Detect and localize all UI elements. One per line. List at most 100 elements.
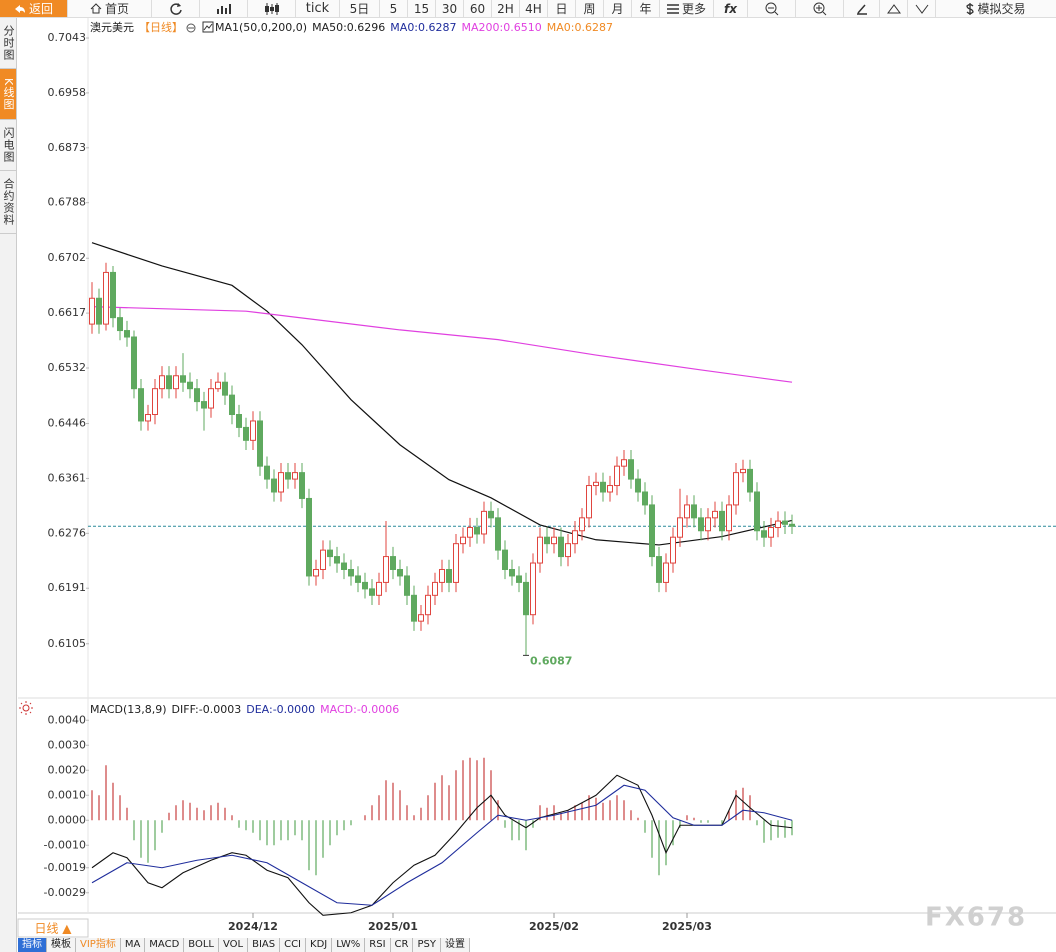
candle-body <box>481 510 487 535</box>
candle-body <box>649 504 655 558</box>
y-tick-label: 0.6873 <box>48 141 87 154</box>
candle-icon <box>264 2 279 15</box>
legend-item: 澳元美元 <box>90 21 134 34</box>
indicator-tab[interactable]: VOL <box>218 938 249 952</box>
indicator-tab[interactable]: KDJ <box>306 938 333 952</box>
indicator-tab[interactable]: PSY <box>413 938 441 952</box>
y-tick-label: -0.0029 <box>44 886 86 899</box>
candle-body <box>635 478 641 493</box>
macd-line <box>91 774 793 916</box>
period-button[interactable]: 15 <box>408 0 436 17</box>
candle-body <box>138 388 144 422</box>
period-button[interactable]: 30 <box>436 0 464 17</box>
side-tab[interactable]: 分时图 <box>0 18 16 69</box>
candle-body <box>187 381 193 390</box>
candle-body <box>439 568 445 583</box>
candle-body <box>712 510 718 519</box>
candle-body <box>600 481 606 493</box>
indicator-tab[interactable]: CR <box>390 938 414 952</box>
candle-body <box>117 317 123 332</box>
toolbar: 返回 首页 tick 5日 5 15 30 60 2H 4H 日 周 月 年 更… <box>0 0 1056 18</box>
indicator-tab[interactable]: 模板 <box>47 938 76 952</box>
period-button[interactable]: 周 <box>576 0 604 17</box>
candle-body <box>362 581 368 590</box>
y-tick-label: 0.0000 <box>48 813 87 826</box>
candle-body <box>684 504 690 519</box>
candle-body <box>740 468 746 474</box>
period-button[interactable]: 5日 <box>340 0 380 17</box>
pen-icon <box>856 4 867 15</box>
up-button[interactable] <box>880 0 908 17</box>
period-selector[interactable] <box>17 918 89 938</box>
home-button[interactable]: 首页 <box>68 0 152 17</box>
y-tick-label: 0.6361 <box>48 471 87 484</box>
ma-line <box>91 306 793 383</box>
back-button[interactable]: 返回 <box>0 0 68 17</box>
candle-body <box>222 381 228 396</box>
candle-body <box>460 536 466 545</box>
period-button[interactable]: 日 <box>548 0 576 17</box>
y-tick-label: 0.0010 <box>48 788 87 801</box>
candle-button[interactable] <box>248 0 296 17</box>
candle-body <box>390 556 396 570</box>
candle-body <box>726 504 732 532</box>
candle-body <box>397 568 403 577</box>
draw-button[interactable] <box>844 0 880 17</box>
period-button[interactable]: 4H <box>520 0 548 17</box>
down-button[interactable] <box>908 0 936 17</box>
indicator-tab[interactable]: RSI <box>365 938 391 952</box>
y-tick-label: 0.6446 <box>48 417 87 430</box>
y-tick-label: 0.6276 <box>48 526 87 539</box>
side-tab-active[interactable]: K线图 <box>0 69 16 120</box>
indicator-tab[interactable]: CCI <box>280 938 307 952</box>
candle-body <box>453 543 459 583</box>
period-button[interactable]: 2H <box>492 0 520 17</box>
candle-body <box>348 568 354 577</box>
candle-body <box>334 556 340 564</box>
candle-body <box>131 336 137 390</box>
more-button[interactable]: 更多 <box>660 0 714 17</box>
period-button[interactable]: 年 <box>632 0 660 17</box>
sidebar: 分时图 K线图 闪电图 合约资料 <box>0 18 17 952</box>
refresh-button[interactable] <box>152 0 200 17</box>
candle-body <box>558 536 564 558</box>
candle-body <box>159 375 165 390</box>
side-tab[interactable]: 合约资料 <box>0 171 16 234</box>
candle-body <box>152 388 158 416</box>
legend-item: DEA:-0.0000 <box>246 703 315 716</box>
candle-body <box>145 414 151 422</box>
period-button[interactable]: 60 <box>464 0 492 17</box>
candle-body <box>670 536 676 564</box>
candle-body <box>250 420 256 441</box>
zoom-in-icon <box>813 2 826 15</box>
candle-body <box>719 510 725 532</box>
indicator-tab[interactable]: MA <box>120 938 146 952</box>
candle-body <box>677 517 683 538</box>
x-tick-label: 2025/03 <box>662 920 712 933</box>
candle-body <box>173 375 179 390</box>
indicator-tab[interactable]: MACD <box>145 938 185 952</box>
bar-chart-button[interactable] <box>200 0 248 17</box>
legend-item: MA200:0.6510 <box>462 21 542 34</box>
indicator-tab[interactable]: LW% <box>332 938 366 952</box>
legend-item: MA1(50,0,200,0) <box>215 21 307 34</box>
zoom-out-button[interactable] <box>748 0 796 17</box>
period-button[interactable]: 5 <box>380 0 408 17</box>
candle-body <box>586 485 592 519</box>
candle-body <box>229 394 235 416</box>
candle-body <box>733 472 739 506</box>
indicator-tab[interactable]: BOLL <box>184 938 219 952</box>
indicator-tab[interactable]: 设置 <box>440 938 470 952</box>
indicator-tab[interactable]: 指标 <box>18 938 47 952</box>
period-button[interactable]: 月 <box>604 0 632 17</box>
zoom-in-button[interactable] <box>796 0 844 17</box>
formula-button[interactable]: fx <box>714 0 748 17</box>
indicator-tab[interactable]: VIP指标 <box>76 938 121 952</box>
simulate-button[interactable]: 模拟交易 <box>936 0 1056 17</box>
side-tab[interactable]: 闪电图 <box>0 120 16 171</box>
candle-body <box>418 614 424 622</box>
indicator-tab[interactable]: BIAS <box>248 938 281 952</box>
back-label: 返回 <box>28 2 53 16</box>
tick-button[interactable]: tick <box>296 0 340 17</box>
candle-body <box>593 481 599 487</box>
